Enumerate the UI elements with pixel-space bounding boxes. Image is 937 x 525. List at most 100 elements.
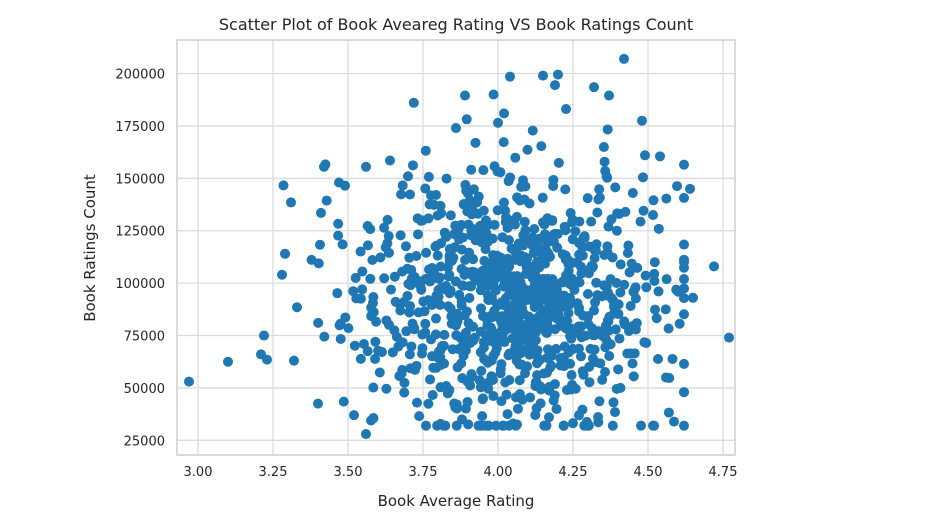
data-point: [421, 247, 432, 258]
data-point: [619, 279, 630, 290]
data-point: [277, 269, 287, 280]
data-point: [413, 229, 424, 240]
data-point: [679, 257, 689, 268]
data-point: [488, 391, 499, 402]
data-point: [400, 241, 411, 252]
data-point: [655, 151, 665, 162]
data-point: [420, 183, 431, 194]
data-point: [546, 294, 557, 305]
data-point: [451, 123, 461, 134]
data-point: [570, 277, 581, 288]
data-point: [349, 410, 359, 421]
data-point: [289, 355, 299, 366]
data-point: [491, 262, 502, 273]
data-point: [580, 330, 591, 341]
data-point: [518, 230, 529, 241]
data-point: [321, 195, 332, 206]
data-point: [436, 208, 447, 219]
data-point: [420, 145, 431, 156]
data-point: [355, 293, 366, 304]
data-point: [630, 324, 641, 335]
data-point: [595, 358, 606, 369]
y-tick-label: 200000: [115, 68, 165, 83]
data-point: [626, 258, 637, 269]
data-point: [635, 420, 646, 431]
data-point: [368, 413, 379, 424]
data-point: [611, 277, 622, 288]
data-point: [586, 216, 597, 227]
x-tick-label: 3.25: [259, 465, 288, 480]
data-point: [559, 341, 570, 352]
data-point: [460, 254, 471, 265]
data-point: [408, 97, 419, 108]
data-point: [376, 346, 387, 357]
data-point: [486, 371, 497, 382]
data-point: [582, 193, 593, 204]
x-tick-label: 4.75: [709, 465, 738, 480]
x-axis-title: Book Average Rating: [378, 492, 535, 510]
data-point: [476, 365, 487, 376]
data-point: [436, 359, 447, 370]
data-point: [524, 337, 535, 348]
data-point: [404, 349, 415, 360]
data-point: [262, 354, 272, 365]
data-point: [357, 266, 368, 277]
data-point: [438, 420, 449, 431]
data-point: [367, 254, 378, 265]
data-point: [563, 307, 574, 318]
data-point: [462, 206, 473, 217]
data-point: [604, 90, 614, 101]
data-point: [375, 252, 386, 263]
data-point: [414, 411, 425, 422]
data-point: [568, 418, 579, 429]
data-point: [623, 240, 634, 251]
data-point: [590, 245, 601, 256]
data-point: [534, 320, 545, 331]
data-point: [536, 141, 547, 152]
data-point: [409, 324, 420, 335]
data-point: [451, 420, 462, 431]
data-point: [635, 216, 646, 227]
data-point: [482, 357, 493, 368]
data-point: [613, 308, 624, 319]
data-point: [551, 343, 562, 354]
data-point: [491, 343, 502, 354]
data-point: [463, 318, 474, 329]
data-point: [554, 294, 565, 305]
data-point: [474, 375, 485, 386]
data-point: [498, 137, 509, 148]
data-point: [488, 329, 499, 340]
data-point: [397, 180, 408, 191]
data-point: [475, 326, 486, 337]
data-point: [649, 275, 660, 286]
data-point: [575, 351, 586, 362]
data-point: [545, 285, 556, 296]
data-point: [515, 301, 526, 312]
data-point: [475, 285, 486, 296]
data-point: [278, 180, 289, 191]
data-point: [605, 339, 616, 350]
data-point: [533, 258, 544, 269]
data-point: [333, 230, 344, 241]
data-point: [552, 242, 563, 253]
data-point: [653, 223, 664, 234]
data-point: [314, 239, 325, 250]
data-point: [413, 307, 424, 318]
data-point: [612, 208, 623, 219]
data-point: [544, 412, 554, 423]
data-point: [456, 300, 467, 311]
data-point: [416, 284, 427, 295]
data-point: [460, 403, 471, 414]
data-point: [615, 287, 626, 298]
data-point: [497, 333, 508, 344]
data-point: [630, 293, 641, 304]
data-point: [679, 358, 689, 369]
chart-title: Scatter Plot of Book Aveareg Rating VS B…: [219, 15, 693, 34]
data-point: [522, 144, 533, 155]
data-point: [598, 327, 609, 338]
data-point: [482, 262, 493, 273]
data-point: [502, 409, 513, 420]
x-tick-labels: 3.00 3.25 3.50 3.75 4.00 4.25 4.50 4.75: [184, 465, 738, 480]
data-point: [641, 282, 652, 293]
